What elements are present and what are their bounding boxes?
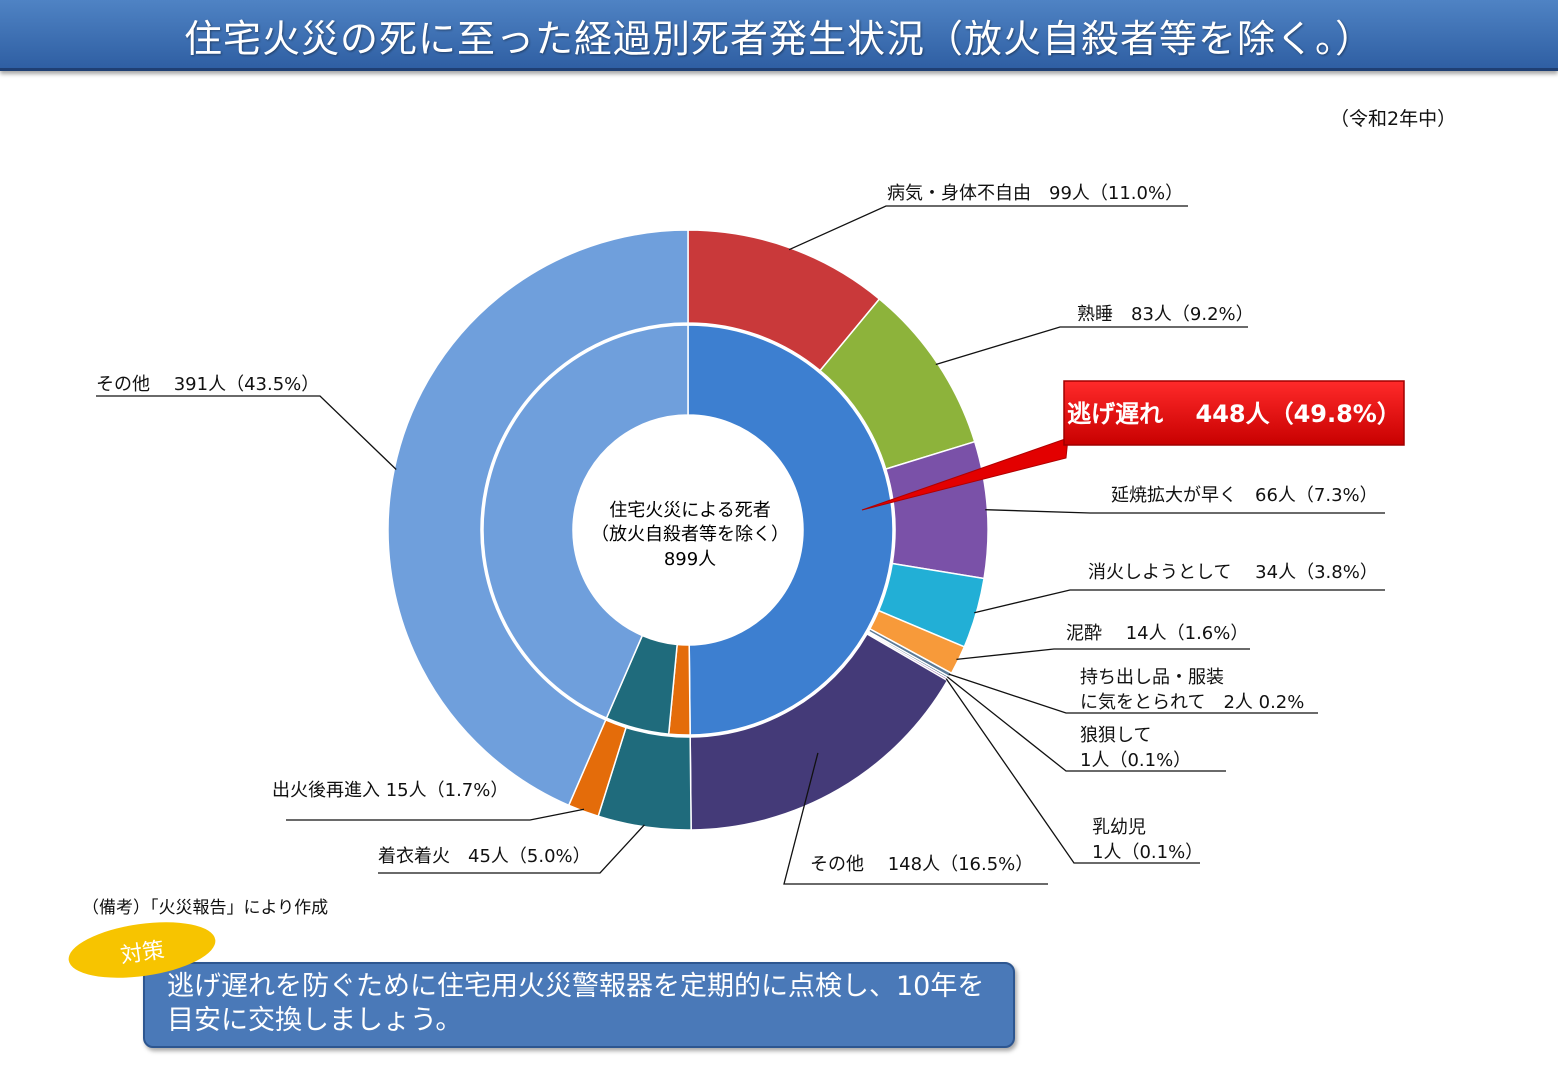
label-other-escape: その他 148人（16.5%） [810,854,1033,875]
period-label: （令和2年中） [1330,108,1457,130]
title-bar: 住宅火災の死に至った経過別死者発生状況（放火自殺者等を除く。） [0,0,1558,71]
leader-line-1 [935,326,1248,366]
label-illness: 病気・身体不自由 99人（11.0%） [887,183,1183,204]
label-drunk: 泥酔 14人（1.6%） [1066,623,1248,644]
callout-arrow [861,437,1069,511]
inner-ring [482,324,894,736]
page-title: 住宅火災の死に至った経過別死者発生状況（放火自殺者等を除く。） [183,17,1374,61]
leader-line-3 [974,589,1385,614]
label-reentry: 出火後再進入 15人（1.7%） [272,780,508,801]
label-belongings-line-1: 持ち出し品・服装 [1080,667,1224,688]
countermeasure-text: 逃げ遅れを防ぐために住宅用火災警報器を定期的に点検し、10年を目安に交換しましょ… [167,971,985,1036]
leader-line-8 [783,752,1048,885]
leader-line-6 [946,676,1226,772]
outer-slice-11 [387,229,689,807]
inner-slice-3 [482,324,689,720]
center-label-line-3: 899人 [664,549,716,570]
leader-lines [96,205,1385,885]
leader-line-11 [96,395,397,470]
leader-line-9 [378,824,645,874]
leader-line-2 [985,509,1385,514]
leader-line-0 [788,205,1188,251]
label-panic-line-1: 狼狽して [1080,725,1151,746]
leader-line-4 [956,648,1250,661]
label-belongings-line-2: に気をとられて 2人 0.2% [1080,692,1304,713]
leader-line-7 [945,678,1200,864]
label-sleep: 熟睡 83人（9.2%） [1077,304,1254,325]
center-label-line-2: （放火自殺者等を除く） [591,524,789,545]
label-infant-line-2: 1人（0.1%） [1092,842,1203,863]
callout-box [1063,380,1405,446]
countermeasure-box: 逃げ遅れを防ぐために住宅用火災警報器を定期的に点検し、10年を目安に交換しましょ… [143,962,1015,1048]
label-infant-line-1: 乳幼児 [1092,817,1146,838]
inner-slice-0 [687,324,894,736]
label-panic-line-2: 1人（0.1%） [1080,750,1191,771]
label-rapid-spread: 延焼拡大が早く 66人（7.3%） [1111,485,1378,506]
note: （備考）「火災報告」により作成 [82,898,329,918]
leader-line-10 [286,808,585,821]
label-clothing: 着衣着火 45人（5.0%） [378,846,591,867]
label-extinguishing: 消火しようとして 34人（3.8%） [1088,562,1378,583]
callout-label: 逃げ遅れ 448人（49.8%） [1067,400,1401,428]
leader-line-5 [948,673,1318,714]
label-other: その他 391人（43.5%） [96,374,319,395]
center-label-line-1: 住宅火災による死者 [609,500,770,521]
